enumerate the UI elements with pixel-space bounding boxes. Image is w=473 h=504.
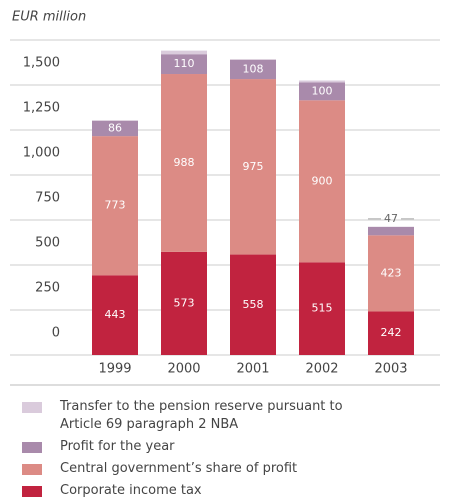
legend-swatch [22, 442, 42, 453]
bar-segment [92, 120, 138, 137]
legend-swatch [22, 402, 42, 413]
value-label: 108 [243, 62, 264, 75]
bar-segment [92, 136, 138, 276]
value-label: 47 [384, 212, 398, 225]
legend: Transfer to the pension reserve pursuant… [22, 398, 352, 504]
y-tick-label: 750 [35, 191, 60, 206]
bar-segment [368, 311, 414, 355]
bar-segment [299, 82, 345, 101]
value-label: 900 [312, 174, 333, 187]
value-label: 988 [174, 156, 195, 169]
y-tick-label: 250 [35, 281, 60, 296]
y-tick-label: 500 [35, 236, 60, 251]
bar-segment [161, 50, 207, 55]
legend-label: Profit for the year [60, 439, 175, 454]
x-tick-label: 1999 [98, 362, 131, 377]
y-tick-label: 1,250 [23, 101, 60, 116]
value-label: 558 [243, 298, 264, 311]
x-tick-label: 2003 [374, 362, 407, 377]
legend-item: Transfer to the pension reserve pursuant… [22, 398, 352, 434]
value-label: 773 [105, 199, 126, 212]
value-label: 86 [108, 121, 122, 134]
value-label: 242 [381, 326, 402, 339]
bar-segment [161, 251, 207, 355]
y-tick-label: 1,500 [23, 56, 60, 71]
bar-segment [368, 226, 414, 236]
value-label: 443 [105, 308, 126, 321]
value-label: 423 [381, 266, 402, 279]
legend-label: Transfer to the pension reserve pursuant… [60, 399, 343, 432]
bar-segment [299, 100, 345, 263]
x-tick-label: 2001 [236, 362, 269, 377]
value-label: 975 [243, 160, 264, 173]
bar-segment [368, 235, 414, 312]
value-label: 573 [174, 296, 195, 309]
bar-segment [299, 262, 345, 355]
bar-segment [230, 79, 276, 255]
legend-item: Profit for the year [22, 438, 352, 456]
value-label: 110 [174, 57, 195, 70]
bar-segment [161, 74, 207, 252]
y-tick-label: 1,000 [23, 146, 60, 161]
bar-segment [230, 59, 276, 80]
legend-swatch [22, 464, 42, 475]
value-label: 100 [312, 84, 333, 97]
legend-label: Central government’s share of profit [60, 461, 298, 476]
bar-segment [92, 275, 138, 355]
legend-item: Central government’s share of profit [22, 460, 352, 478]
legend-label: Corporate income tax [60, 483, 202, 498]
x-tick-label: 2000 [167, 362, 200, 377]
y-axis-label: EUR million [12, 10, 86, 25]
x-tick-label: 2002 [305, 362, 338, 377]
legend-swatch [22, 486, 42, 497]
legend-item: Corporate income tax [22, 482, 352, 500]
value-label: 515 [312, 302, 333, 315]
chart: EUR million 0 250 500 750 1,000 1,250 1,500 199… [10, 10, 440, 386]
bar-segment [161, 54, 207, 75]
bar-segment [299, 80, 345, 83]
y-tick-label: 0 [52, 326, 60, 341]
bar-segment [230, 254, 276, 355]
